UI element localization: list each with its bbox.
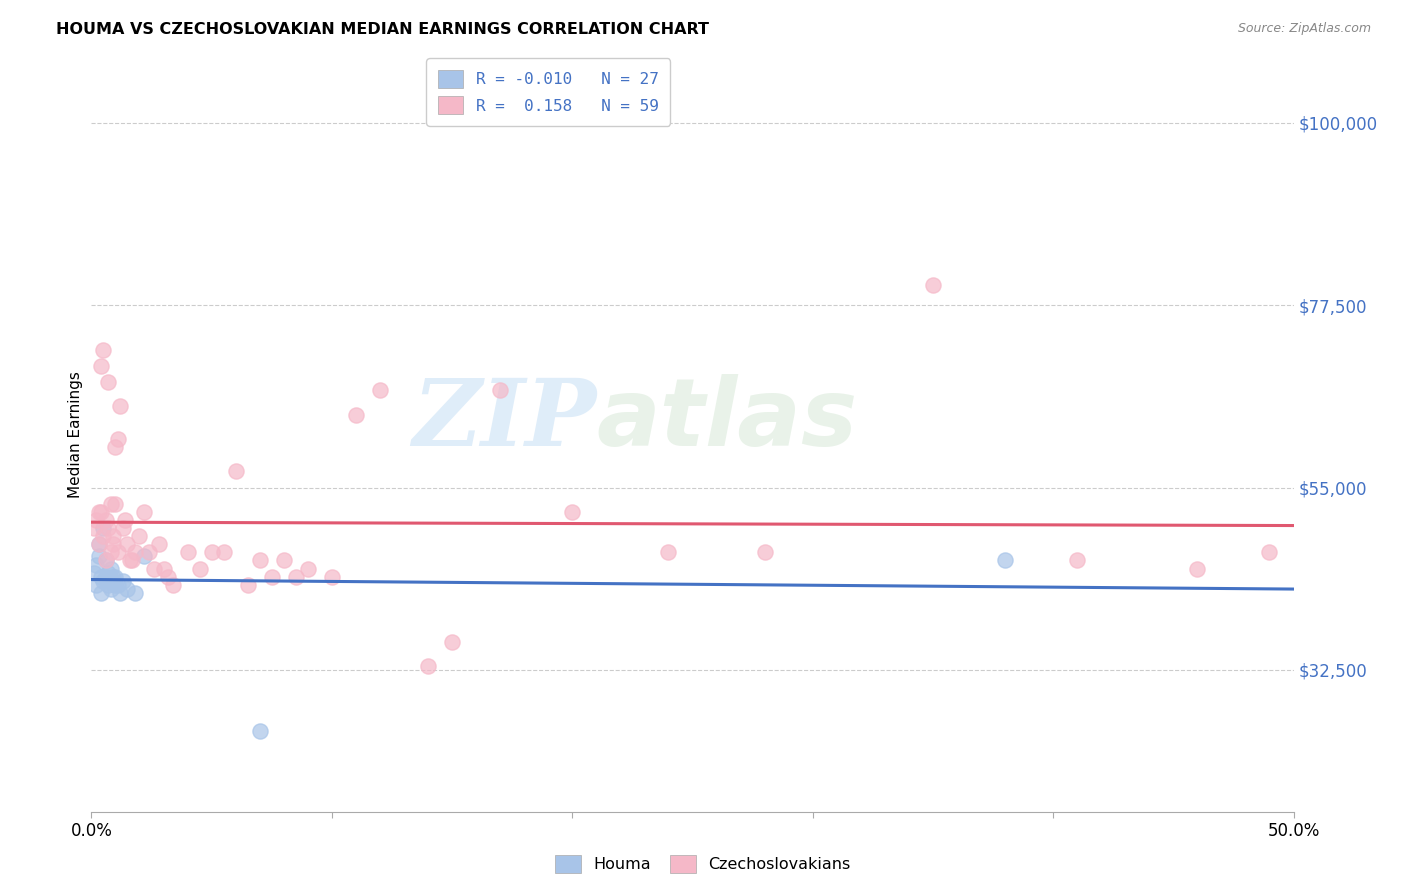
Text: atlas: atlas [596, 374, 858, 466]
Point [107, 578, 129, 592]
Point [104, 570, 127, 584]
Point [176, 545, 198, 559]
Point [201, 545, 224, 559]
Point [97, 521, 120, 535]
Y-axis label: Median Earnings: Median Earnings [67, 371, 83, 499]
Point [994, 553, 1017, 567]
Point [94, 553, 117, 567]
Text: HOUMA VS CZECHOSLOVAKIAN MEDIAN EARNINGS CORRELATION CHART: HOUMA VS CZECHOSLOVAKIAN MEDIAN EARNINGS… [56, 22, 709, 37]
Point [148, 537, 170, 551]
Point [107, 432, 129, 446]
Point [321, 570, 343, 584]
Point [162, 578, 184, 592]
Point [344, 408, 367, 422]
Legend: R = -0.010   N = 27, R =  0.158   N = 59: R = -0.010 N = 27, R = 0.158 N = 59 [426, 59, 671, 126]
Point [87, 505, 110, 519]
Point [489, 384, 512, 398]
Text: ZIP: ZIP [412, 375, 596, 465]
Point [87, 537, 110, 551]
Point [138, 545, 160, 559]
Point [297, 561, 319, 575]
Point [260, 570, 283, 584]
Point [118, 553, 141, 567]
Legend: Houma, Czechoslovakians: Houma, Czechoslovakians [548, 848, 858, 880]
Point [90, 570, 112, 584]
Point [107, 545, 129, 559]
Point [1258, 545, 1281, 559]
Point [657, 545, 679, 559]
Point [273, 553, 295, 567]
Point [101, 574, 124, 588]
Point [134, 505, 156, 519]
Point [101, 537, 124, 551]
Point [87, 537, 110, 551]
Point [94, 570, 117, 584]
Point [90, 359, 112, 373]
Point [100, 561, 122, 575]
Point [93, 574, 115, 588]
Text: Source: ZipAtlas.com: Source: ZipAtlas.com [1237, 22, 1371, 36]
Point [561, 505, 583, 519]
Point [117, 537, 139, 551]
Point [100, 582, 122, 596]
Point [101, 529, 124, 543]
Point [440, 634, 463, 648]
Point [100, 497, 122, 511]
Point [152, 561, 174, 575]
Point [93, 529, 115, 543]
Point [134, 549, 156, 564]
Point [83, 566, 105, 580]
Point [212, 545, 235, 559]
Point [94, 513, 117, 527]
Point [754, 545, 776, 559]
Point [225, 464, 247, 478]
Point [100, 545, 122, 559]
Point [104, 497, 127, 511]
Point [87, 549, 110, 564]
Point [416, 658, 439, 673]
Point [117, 582, 139, 596]
Point [249, 723, 271, 738]
Point [111, 574, 134, 588]
Point [922, 277, 945, 292]
Point [284, 570, 307, 584]
Point [97, 578, 120, 592]
Point [84, 578, 107, 592]
Point [157, 570, 180, 584]
Point [104, 578, 127, 592]
Point [84, 513, 107, 527]
Point [90, 505, 112, 519]
Point [111, 521, 134, 535]
Point [97, 566, 120, 580]
Point [124, 586, 146, 600]
Point [101, 570, 124, 584]
Point [90, 586, 112, 600]
Point [110, 586, 132, 600]
Point [1187, 561, 1209, 575]
Point [97, 375, 120, 389]
Point [83, 521, 105, 535]
Point [110, 400, 132, 414]
Point [124, 545, 146, 559]
Point [114, 513, 136, 527]
Point [94, 553, 117, 567]
Point [142, 561, 165, 575]
Point [84, 558, 107, 572]
Point [236, 578, 259, 592]
Point [249, 553, 271, 567]
Point [1066, 553, 1088, 567]
Point [93, 343, 115, 357]
Point [128, 529, 150, 543]
Point [121, 553, 143, 567]
Point [188, 561, 211, 575]
Point [368, 384, 391, 398]
Point [93, 521, 115, 535]
Point [104, 440, 127, 454]
